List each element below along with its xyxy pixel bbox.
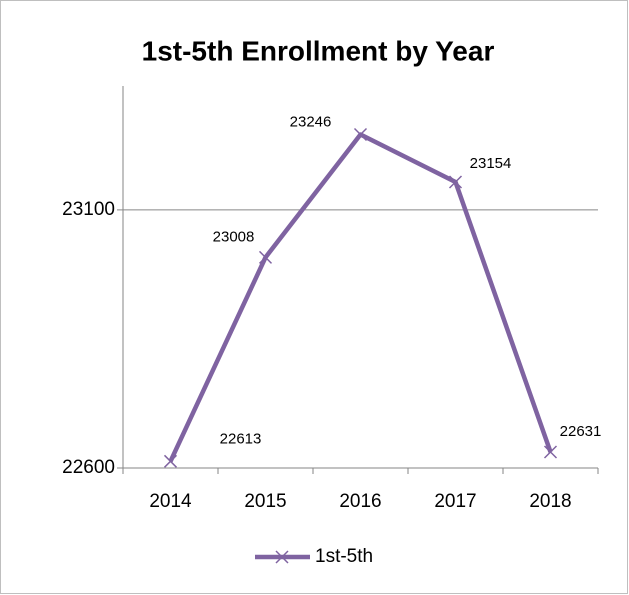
data-label: 22631 (560, 423, 602, 440)
point-marker (258, 250, 273, 264)
x-tick-label: 2017 (434, 491, 476, 512)
legend-marker (275, 550, 289, 564)
x-tick-label: 2018 (529, 491, 571, 512)
point-marker (448, 175, 463, 189)
y-tick-label: 22600 (62, 457, 115, 478)
point-marker (353, 127, 368, 142)
data-label: 23008 (213, 228, 255, 245)
data-label: 23154 (470, 155, 512, 172)
chart-title: 1st-5th Enrollment by Year (142, 35, 495, 66)
legend-label: 1st-5th (315, 546, 373, 567)
data-label: 23246 (290, 113, 332, 130)
x-tick-label: 2014 (149, 491, 192, 512)
x-tick-label: 2015 (244, 491, 286, 512)
point-marker (163, 454, 178, 468)
y-tick-label: 23100 (62, 199, 115, 220)
point-marker (543, 445, 558, 459)
data-label: 22613 (220, 430, 262, 447)
x-tick-label: 2016 (339, 491, 381, 512)
